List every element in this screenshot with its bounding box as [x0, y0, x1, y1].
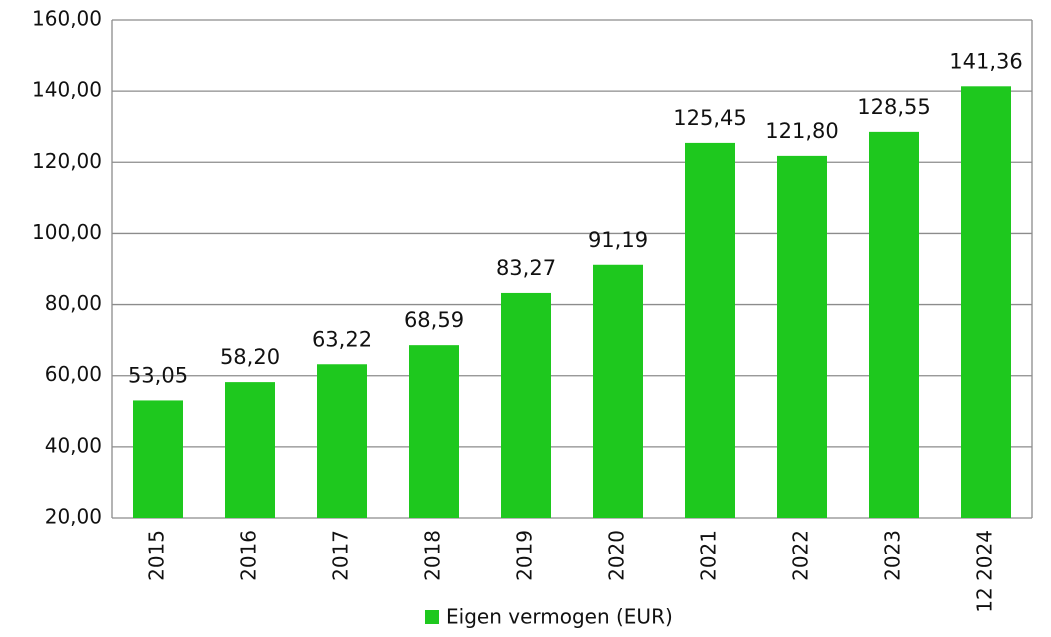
value-label: 83,27 [496, 256, 556, 280]
x-tick-label: 2017 [329, 530, 353, 581]
x-tick-label: 2022 [789, 530, 813, 581]
y-tick-label: 120,00 [32, 149, 102, 173]
value-label: 53,05 [128, 363, 188, 387]
bar [409, 345, 459, 518]
value-label: 128,55 [857, 95, 930, 119]
bar [225, 382, 275, 518]
y-tick-label: 140,00 [32, 78, 102, 102]
y-tick-label: 20,00 [45, 505, 102, 529]
bar [685, 142, 735, 518]
bar [593, 264, 643, 518]
bar [133, 400, 183, 518]
x-tick-label: 2020 [605, 530, 629, 581]
value-label: 68,59 [404, 308, 464, 332]
x-tick-label: 2019 [513, 530, 537, 581]
y-tick-label: 160,00 [32, 7, 102, 31]
x-tick-label: 12 2024 [973, 530, 997, 613]
bar [961, 86, 1011, 518]
value-label: 63,22 [312, 327, 372, 351]
x-tick-label: 2021 [697, 530, 721, 581]
y-tick-label: 60,00 [45, 362, 102, 386]
legend-swatch [425, 610, 439, 624]
value-label: 125,45 [673, 106, 746, 130]
y-tick-label: 80,00 [45, 291, 102, 315]
x-tick-label: 2015 [145, 530, 169, 581]
x-tick-label: 2023 [881, 530, 905, 581]
bar [501, 292, 551, 518]
value-label: 58,20 [220, 345, 280, 369]
bar [317, 364, 367, 518]
x-tick-label: 2018 [421, 530, 445, 581]
bar [869, 131, 919, 519]
x-tick-label: 2016 [237, 530, 261, 581]
value-label: 141,36 [949, 49, 1022, 73]
y-tick-label: 40,00 [45, 433, 102, 457]
bar [777, 155, 827, 518]
value-label: 91,19 [588, 228, 648, 252]
y-tick-label: 100,00 [32, 220, 102, 244]
legend-label: Eigen vermogen (EUR) [446, 605, 673, 629]
value-label: 121,80 [765, 119, 838, 143]
